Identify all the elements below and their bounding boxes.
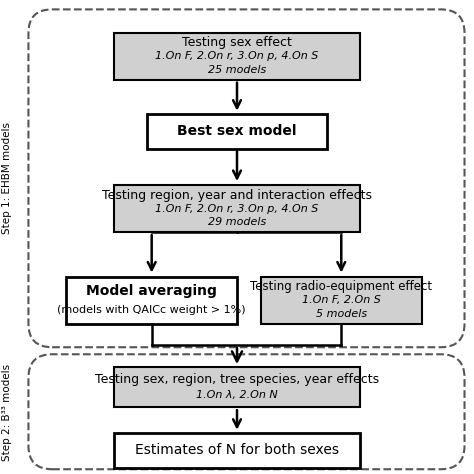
Text: 1.On F, 2.On r, 3.On p, 4.On S: 1.On F, 2.On r, 3.On p, 4.On S: [155, 51, 319, 61]
Text: Testing region, year and interaction effects: Testing region, year and interaction eff…: [102, 189, 372, 202]
Text: 1.On F, 2.On S: 1.On F, 2.On S: [302, 295, 381, 305]
Text: Step 1: EHBM models: Step 1: EHBM models: [2, 122, 12, 234]
Text: Testing radio-equipment effect: Testing radio-equipment effect: [250, 281, 432, 293]
Text: 29 models: 29 models: [208, 217, 266, 227]
Text: Testing sex effect: Testing sex effect: [182, 36, 292, 49]
Text: Best sex model: Best sex model: [177, 124, 297, 138]
Text: Model averaging: Model averaging: [86, 284, 217, 298]
FancyBboxPatch shape: [114, 433, 360, 468]
FancyBboxPatch shape: [261, 277, 422, 324]
Text: 1.On λ, 2.On N: 1.On λ, 2.On N: [196, 390, 278, 400]
Text: Step 2: B³³ models: Step 2: B³³ models: [2, 365, 12, 462]
Text: 1.On F, 2.On r, 3.On p, 4.On S: 1.On F, 2.On r, 3.On p, 4.On S: [155, 204, 319, 214]
FancyBboxPatch shape: [114, 185, 360, 232]
FancyBboxPatch shape: [147, 114, 327, 149]
FancyBboxPatch shape: [114, 33, 360, 80]
Text: Estimates of N for both sexes: Estimates of N for both sexes: [135, 444, 339, 457]
Text: (models with QAICᴄ weight > 1%): (models with QAICᴄ weight > 1%): [57, 305, 246, 315]
FancyBboxPatch shape: [66, 277, 237, 324]
Text: 25 models: 25 models: [208, 65, 266, 75]
Text: 5 models: 5 models: [316, 309, 367, 319]
FancyBboxPatch shape: [114, 367, 360, 407]
Text: Testing sex, region, tree species, year effects: Testing sex, region, tree species, year …: [95, 373, 379, 386]
